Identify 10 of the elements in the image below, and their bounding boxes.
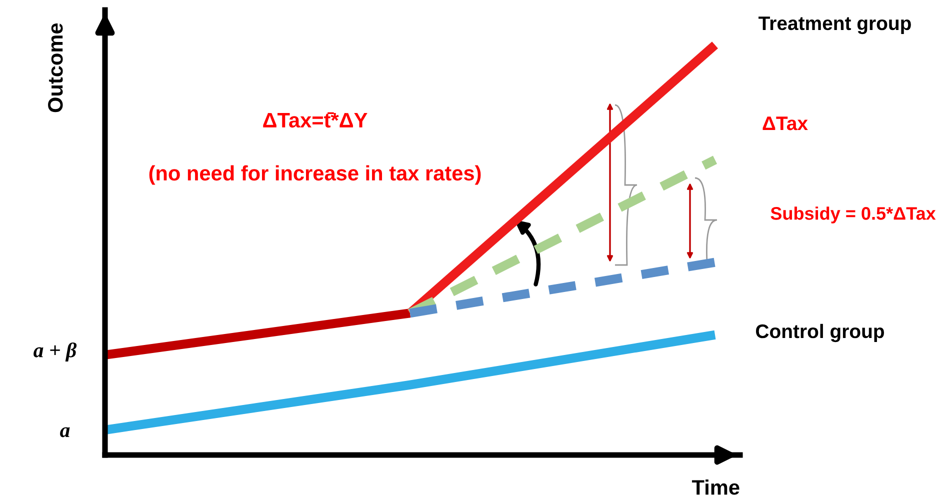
annotation: (no need for increase in tax rates) bbox=[149, 165, 481, 185]
annotation: ΔTax=t̄*ΔY bbox=[263, 112, 368, 128]
text: Subsidy = 0.5*ΔTax bbox=[770, 206, 936, 224]
text: Treatment group bbox=[758, 16, 911, 34]
text: a + β bbox=[34, 342, 77, 362]
y-axis-title: Outcome bbox=[48, 23, 63, 112]
text: Control group bbox=[756, 324, 884, 342]
text: ΔTax bbox=[762, 116, 808, 130]
x-axis-title: Time bbox=[692, 479, 740, 495]
text: a bbox=[60, 427, 70, 438]
